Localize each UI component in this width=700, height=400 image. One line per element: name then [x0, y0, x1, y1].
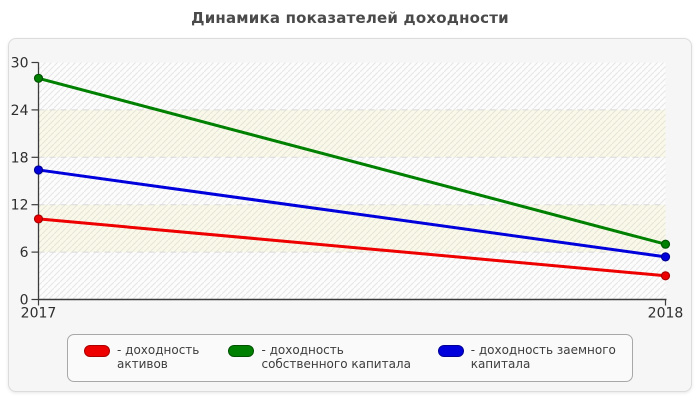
page-title: Динамика показателей доходности [191, 9, 509, 27]
series-line-доходность-активов [38, 217, 666, 278]
x-tick-label: 2017 [21, 306, 57, 322]
data-point [660, 271, 671, 281]
legend-swatch-red [84, 345, 110, 357]
y-tick-label: 12 [11, 198, 29, 214]
series-line-доходность-заемного-капитала [38, 168, 666, 259]
y-tick-label: 6 [20, 245, 29, 261]
y-tick-label: 30 [11, 56, 29, 72]
y-tick-label: 18 [11, 150, 29, 166]
legend-entry-debt: - доходность заемного капитала [437, 343, 632, 371]
y-tick-label: 0 [20, 293, 29, 309]
plot-hatch-overlay [38, 62, 666, 300]
y-tick-label: 24 [11, 103, 29, 119]
legend-label-equity: - доходность собственного капитала [261, 343, 411, 371]
data-point [660, 239, 671, 249]
x-tick-label: 2018 [648, 306, 684, 322]
legend-label-debt: - доходность заемного капитала [470, 343, 616, 371]
legend-swatch-blue [437, 345, 464, 357]
series-line-доходность-собственного-капитала [38, 76, 666, 246]
legend-entry-assets: - доходность активов [84, 343, 228, 371]
data-point [33, 214, 44, 224]
data-point [660, 252, 671, 262]
legend-swatch-green [228, 345, 255, 357]
data-point [33, 73, 44, 83]
data-point [33, 165, 44, 175]
chart-legend: - доходность активов - доходность собств… [67, 334, 633, 382]
legend-label-assets: - доходность активов [117, 343, 200, 371]
legend-entry-equity: - доходность собственного капитала [228, 343, 437, 371]
